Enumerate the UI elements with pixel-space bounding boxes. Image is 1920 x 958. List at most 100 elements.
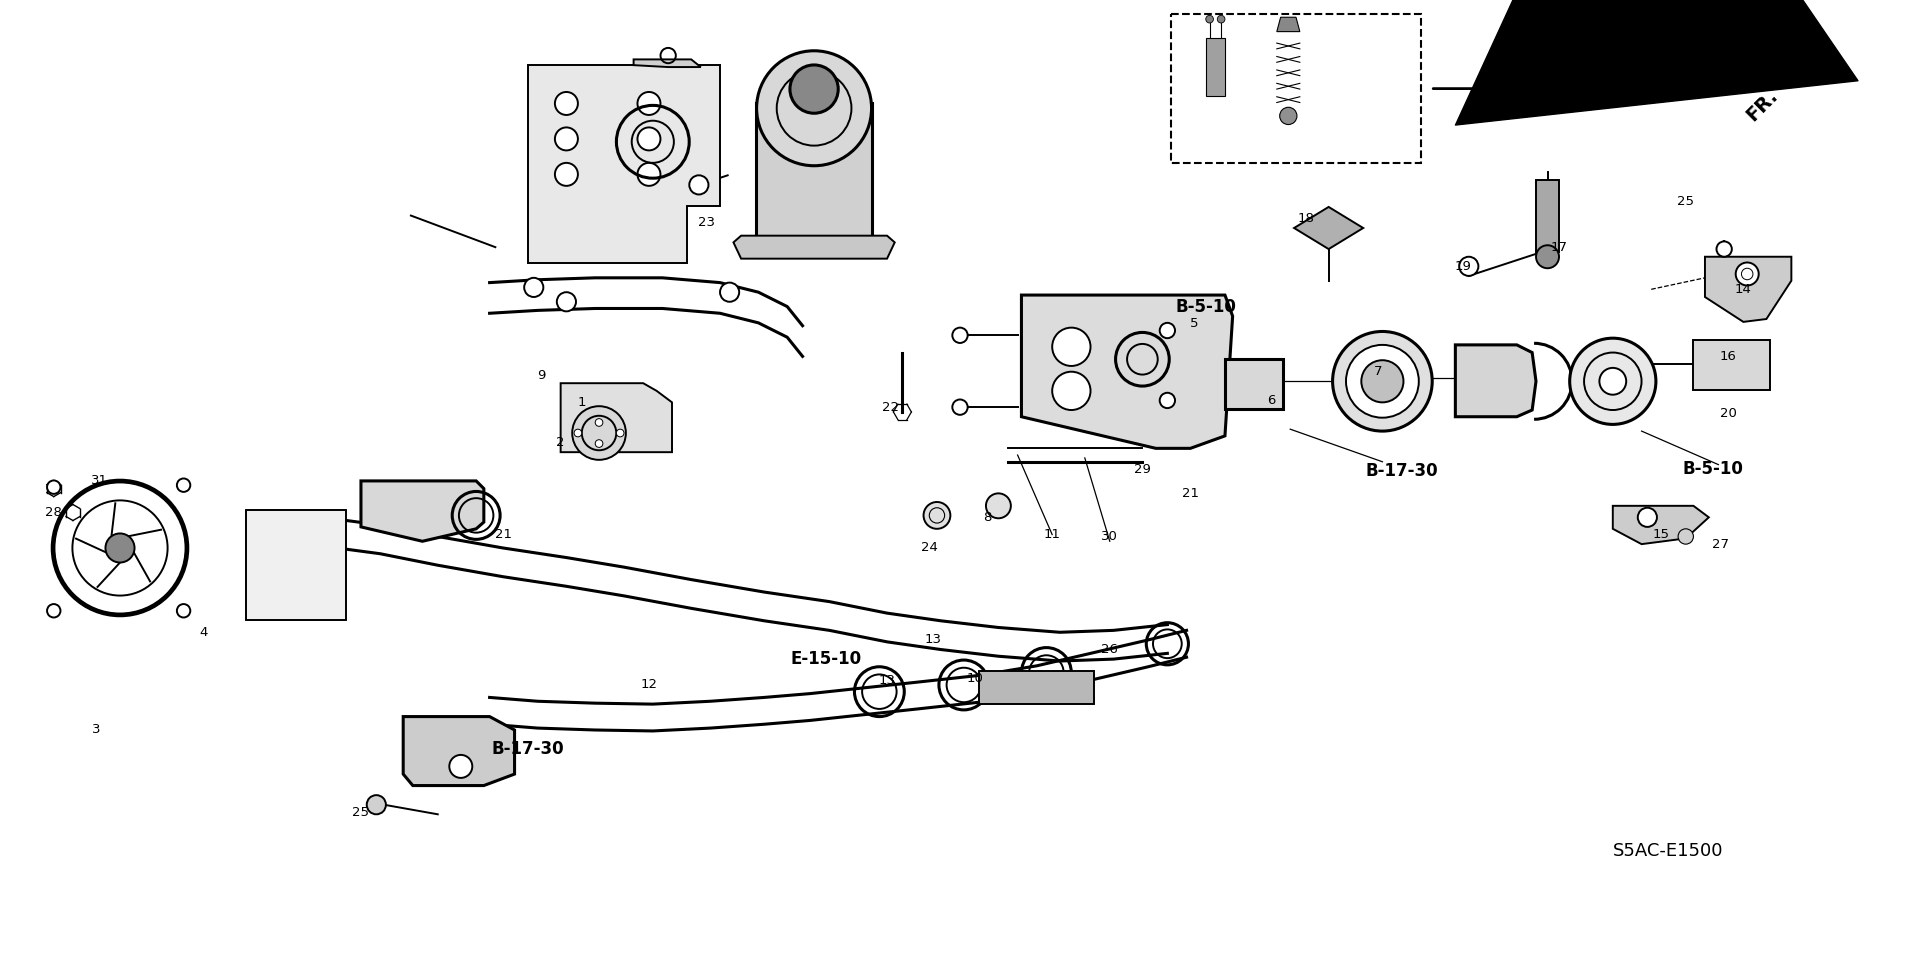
Circle shape [1160,323,1175,338]
Circle shape [1206,15,1213,23]
Bar [1225,359,1283,409]
Bar [756,103,872,257]
Circle shape [1332,331,1432,431]
Text: 27: 27 [1713,537,1728,551]
Text: 14: 14 [1736,283,1751,296]
Text: B-5-10: B-5-10 [1175,298,1236,315]
Text: 25: 25 [1678,194,1693,208]
Bar [979,671,1094,704]
Circle shape [1459,257,1478,276]
Circle shape [1052,372,1091,410]
Text: 22: 22 [883,400,899,414]
Text: 17: 17 [1551,240,1567,254]
Circle shape [1361,360,1404,402]
Text: 25: 25 [353,806,369,819]
Circle shape [1346,345,1419,418]
Circle shape [595,419,603,426]
Text: 23: 23 [699,216,714,229]
Circle shape [177,478,190,491]
Text: 28: 28 [46,506,61,519]
Text: 4: 4 [200,626,207,639]
Text: 21: 21 [495,528,511,541]
Text: 31: 31 [92,474,108,488]
Text: 13: 13 [925,633,941,647]
Polygon shape [1021,295,1233,448]
Circle shape [574,429,582,437]
Text: 19: 19 [1455,260,1471,273]
Circle shape [1160,393,1175,408]
Bar [246,510,346,620]
Polygon shape [1455,345,1536,417]
Polygon shape [733,236,895,259]
Circle shape [449,755,472,778]
Circle shape [637,92,660,115]
Polygon shape [1613,506,1709,544]
Circle shape [789,65,839,113]
Circle shape [1281,107,1296,125]
Circle shape [367,795,386,814]
Circle shape [924,502,950,529]
Text: 2: 2 [557,436,564,449]
Text: 6: 6 [1267,394,1275,407]
Text: B-17-30: B-17-30 [1365,463,1438,480]
Bar [1171,14,1421,163]
Polygon shape [1294,207,1363,249]
Circle shape [1052,328,1091,366]
Circle shape [555,92,578,115]
Circle shape [557,292,576,311]
Text: B-5-10: B-5-10 [1682,461,1743,478]
Circle shape [1678,529,1693,544]
Text: 10: 10 [968,672,983,685]
Text: 5: 5 [1190,317,1198,331]
Text: 16: 16 [1720,350,1736,363]
Text: E-15-10: E-15-10 [789,650,862,668]
Text: 12: 12 [641,678,657,692]
Text: 7: 7 [1375,365,1382,378]
Text: 29: 29 [1135,463,1150,476]
Circle shape [720,283,739,302]
Circle shape [1571,338,1655,424]
Circle shape [1599,368,1626,395]
Text: 26: 26 [1102,643,1117,656]
Polygon shape [1277,17,1300,32]
Text: 30: 30 [1102,530,1117,543]
Circle shape [1217,15,1225,23]
Text: 18: 18 [1298,212,1313,225]
Polygon shape [561,383,672,452]
Circle shape [637,127,660,150]
Text: 3: 3 [92,723,100,737]
Circle shape [987,493,1010,518]
Text: 24: 24 [922,541,937,555]
Text: 8: 8 [983,511,991,524]
Bar [1536,180,1559,252]
Text: 11: 11 [1044,528,1060,541]
Circle shape [637,163,660,186]
Polygon shape [1705,257,1791,322]
Circle shape [48,604,60,618]
Text: 15: 15 [1653,528,1668,541]
Polygon shape [403,717,515,786]
Text: B-17-30: B-17-30 [492,741,564,758]
Polygon shape [528,65,720,263]
Circle shape [555,127,578,150]
Circle shape [1716,241,1732,257]
Text: 1: 1 [578,396,586,409]
Text: 13: 13 [879,673,895,687]
Text: E-7: E-7 [1501,69,1540,88]
Circle shape [952,328,968,343]
Bar [1693,340,1770,390]
Text: FR.: FR. [1743,86,1782,125]
Circle shape [572,406,626,460]
Circle shape [689,175,708,194]
Circle shape [524,278,543,297]
Circle shape [616,429,624,437]
Circle shape [1536,245,1559,268]
Text: 9: 9 [538,369,545,382]
Text: S5AC-E1500: S5AC-E1500 [1613,842,1724,859]
Circle shape [756,51,872,166]
Circle shape [952,399,968,415]
Polygon shape [361,481,484,541]
Circle shape [1638,508,1657,527]
Circle shape [1736,262,1759,285]
Circle shape [595,440,603,447]
